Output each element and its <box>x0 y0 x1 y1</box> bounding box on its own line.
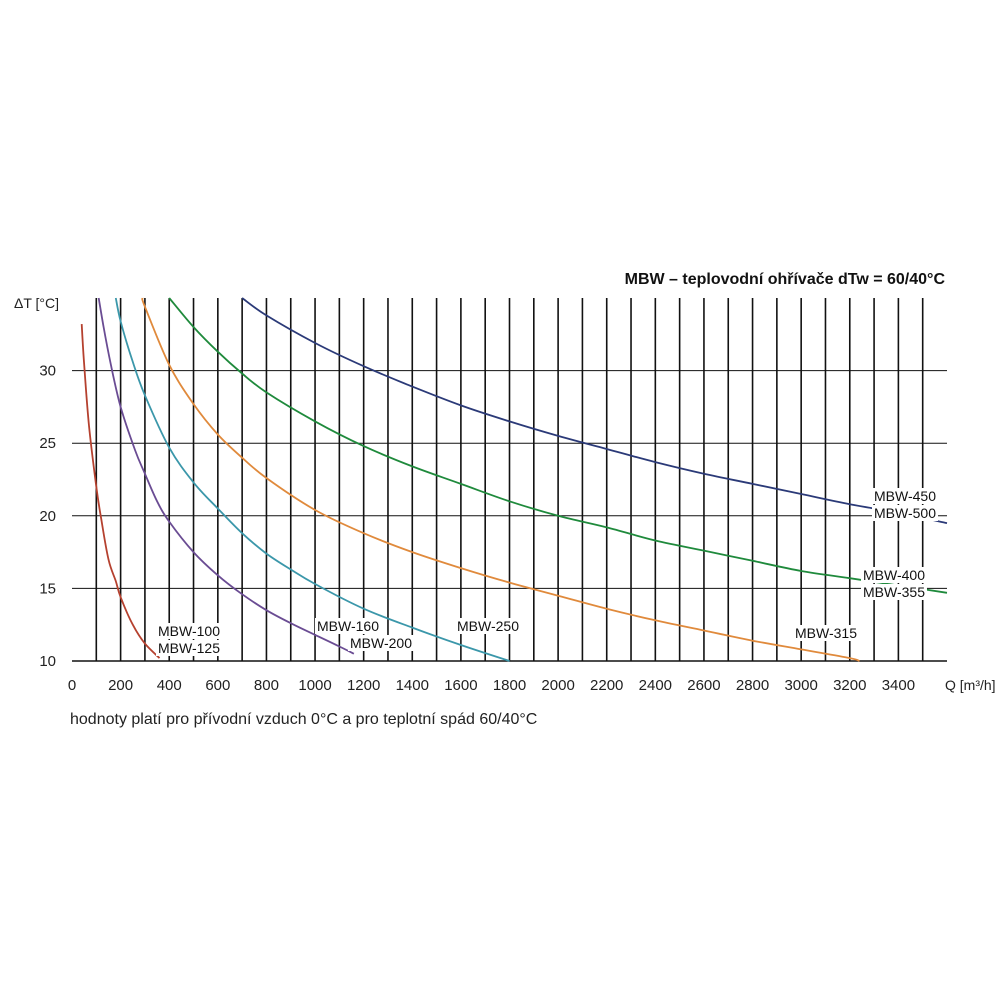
y-tick-labels: 10 15 20 25 30 <box>39 363 56 670</box>
x-tick-label: 2200 <box>590 677 623 694</box>
series-label: MBW-100 <box>158 623 220 639</box>
x-tick-label: 2800 <box>736 677 769 694</box>
series-label: MBW-500 <box>874 505 936 521</box>
x-tick-label: 1000 <box>298 677 331 694</box>
series-line <box>114 297 510 662</box>
chart-title: MBW – teplovodní ohřívače dTw = 60/40°C <box>625 271 946 288</box>
x-tick-label: 3000 <box>784 677 817 694</box>
x-tick-label: 2600 <box>687 677 720 694</box>
x-tick-label: 200 <box>108 677 133 694</box>
x-tick-label: 2000 <box>541 677 574 694</box>
series-label-bg <box>861 567 927 583</box>
x-tick-label: 1800 <box>493 677 526 694</box>
y-tick-label: 15 <box>39 580 56 597</box>
series-label: MBW-125 <box>158 640 220 656</box>
x-axis-label: Q [m³/h] <box>945 677 996 693</box>
series-label: MBW-315 <box>795 625 857 641</box>
x-tick-label: 1600 <box>444 677 477 694</box>
series-line <box>168 297 948 594</box>
series-label: MBW-450 <box>874 488 936 504</box>
y-axis-label: ΔT [°C] <box>14 295 59 311</box>
series-label: MBW-355 <box>863 584 925 600</box>
x-tick-label: 3200 <box>833 677 866 694</box>
series-label-bg <box>861 584 927 600</box>
y-tick-label: 10 <box>39 653 56 670</box>
series-label-bg <box>872 505 938 521</box>
series-label-bg <box>793 625 859 641</box>
series-label-bg <box>455 618 521 634</box>
x-tick-label: 800 <box>254 677 279 694</box>
x-tick-label: 1200 <box>347 677 380 694</box>
x-tick-label: 3400 <box>882 677 915 694</box>
x-tick-label: 2400 <box>639 677 672 694</box>
chart-note: hodnoty platí pro přívodní vzduch 0°C a … <box>70 711 537 728</box>
series-label: MBW-200 <box>350 635 412 651</box>
x-tick-label: 0 <box>68 677 76 694</box>
grid <box>72 298 947 662</box>
y-tick-label: 25 <box>39 435 56 452</box>
y-tick-label: 20 <box>39 508 56 525</box>
series-line <box>80 324 161 659</box>
y-tick-label: 30 <box>39 363 56 380</box>
series-label-bg <box>872 488 938 504</box>
series-lines <box>80 297 948 662</box>
x-tick-label: 600 <box>205 677 230 694</box>
series-label-bg <box>315 618 381 634</box>
series-label-bg <box>156 623 222 639</box>
series-label-bg <box>348 635 414 651</box>
x-tick-label: 400 <box>157 677 182 694</box>
x-tick-label: 1400 <box>396 677 429 694</box>
series-label: MBW-400 <box>863 567 925 583</box>
series-line <box>141 297 860 662</box>
series-label-bg <box>156 640 222 656</box>
series-line <box>97 297 355 655</box>
series-line <box>241 297 948 524</box>
x-tick-labels: 0 200 400 600 800 1000 1200 1400 1600 1800 2000 220… <box>68 677 915 694</box>
series-label: MBW-160 <box>317 618 379 634</box>
series-label: MBW-250 <box>457 618 519 634</box>
